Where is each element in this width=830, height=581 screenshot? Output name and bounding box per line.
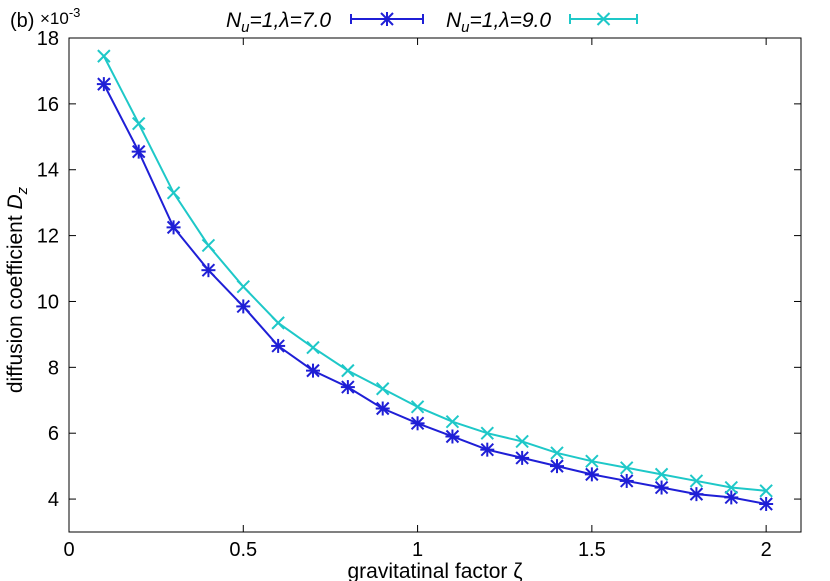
y-axis-title: diffusion coefficient Dz (4, 186, 31, 393)
legend-entry-2: Nu=1,λ=9.0 (446, 9, 638, 36)
series-2-point (132, 116, 146, 131)
series-1-point (271, 338, 286, 353)
series-1-point (340, 380, 355, 395)
x-axis: 0 0.5 1 1.5 2 (63, 38, 772, 561)
series-1-point (689, 487, 704, 502)
series-layer (96, 49, 774, 512)
series-2-point (410, 400, 425, 414)
plot-area (68, 37, 802, 533)
series-1-point (375, 401, 390, 416)
legend-sample-1 (350, 12, 424, 26)
y-tick-label: 8 (48, 357, 59, 379)
y-axis: 4 6 8 10 12 14 16 18 (37, 28, 801, 511)
series-1-point (619, 473, 634, 488)
y-multiplier-exponent: -3 (69, 5, 81, 20)
series-2-point (376, 382, 390, 396)
series-2-point (620, 461, 634, 475)
x-tick-label: 1.5 (578, 539, 606, 561)
series-2-point (166, 186, 181, 200)
series-2-point (341, 363, 355, 378)
series-1-point (654, 480, 669, 495)
x-tick-label: 2 (761, 539, 772, 561)
y-tick-label: 10 (37, 291, 59, 313)
legend: Nu=1,λ=7.0 Nu=1,λ=9.0 (226, 9, 638, 36)
legend-label-2: Nu=1,λ=9.0 (446, 9, 551, 36)
series-2-point (724, 480, 738, 495)
series-1-point (306, 363, 320, 378)
series-1-point (236, 299, 251, 314)
series-2-point (97, 49, 111, 63)
series-line-2 (102, 55, 767, 492)
series-2-point (759, 484, 773, 498)
x-tick-label: 0 (63, 539, 74, 561)
panel-label: (b) (10, 10, 34, 32)
y-tick-label: 14 (37, 160, 59, 182)
y-multiplier: ×10-3 (40, 5, 80, 28)
series-2-point (689, 474, 704, 488)
y-tick-label: 18 (37, 28, 59, 50)
y-tick-label: 4 (48, 489, 59, 511)
series-2-point (271, 316, 285, 330)
x-tick-label: 0.5 (229, 539, 257, 561)
series-1-point (201, 263, 216, 278)
x-tick-label: 1 (412, 539, 423, 561)
series-1-point (515, 450, 530, 465)
series-1-point (410, 416, 425, 431)
series-1-point (131, 144, 146, 159)
series-1-point (584, 467, 599, 482)
series-line-1 (102, 83, 767, 505)
series-2-point (550, 446, 564, 460)
series-2-point (515, 434, 529, 449)
legend-marker (380, 12, 394, 26)
series-1-point (550, 459, 564, 474)
y-tick-label: 16 (37, 94, 59, 116)
series-2-point (236, 279, 250, 294)
series-1-point (445, 429, 460, 444)
series-1-point (480, 442, 495, 457)
series-1-point (724, 490, 739, 505)
series-2-point (654, 467, 669, 482)
series-1-point (759, 497, 774, 512)
plot-frame (68, 37, 802, 533)
legend-entry-1: Nu=1,λ=7.0 (226, 9, 424, 36)
series-1-point (96, 77, 111, 92)
series-2-point (480, 426, 494, 440)
legend-sample-2 (569, 12, 638, 26)
x-axis-title: gravitatinal factor ζ (347, 560, 522, 581)
y-tick-label: 6 (48, 423, 59, 445)
y-tick-label: 12 (37, 226, 59, 248)
series-1-point (166, 220, 181, 235)
legend-label-1: Nu=1,λ=7.0 (226, 9, 331, 36)
series-2-point (585, 454, 599, 468)
series-2-point (201, 238, 216, 253)
series-2-point (306, 340, 320, 355)
series-2-point (445, 414, 460, 429)
legend-marker (596, 12, 611, 26)
